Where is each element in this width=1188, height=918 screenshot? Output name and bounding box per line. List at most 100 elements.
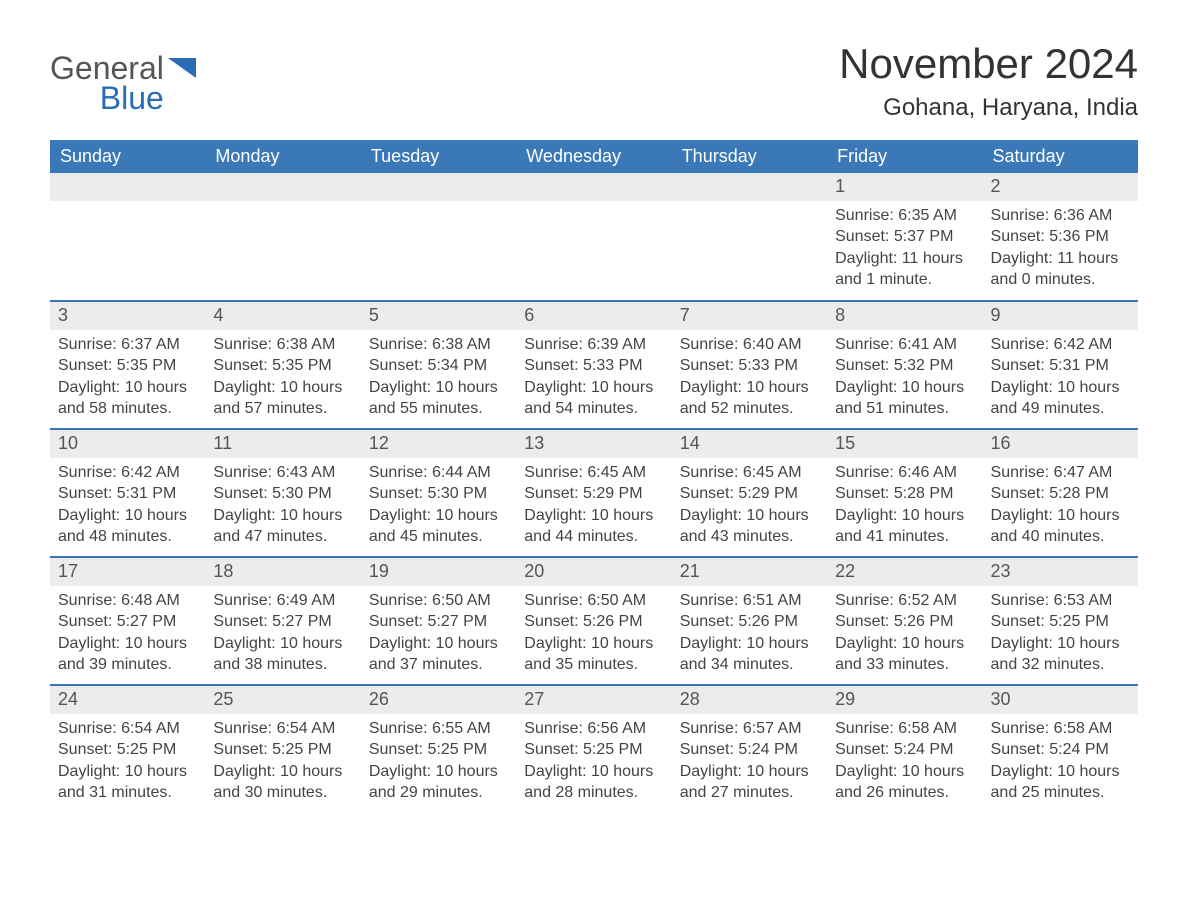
- sunrise-text: Sunrise: 6:45 AM: [680, 462, 819, 484]
- calendar-week-row: 24Sunrise: 6:54 AMSunset: 5:25 PMDayligh…: [50, 685, 1138, 813]
- sunset-text: Sunset: 5:24 PM: [991, 739, 1130, 761]
- sunset-text: Sunset: 5:32 PM: [835, 355, 974, 377]
- sunrise-text: Sunrise: 6:49 AM: [213, 590, 352, 612]
- day-number: 15: [827, 430, 982, 458]
- sunrise-text: Sunrise: 6:45 AM: [524, 462, 663, 484]
- sunrise-text: Sunrise: 6:36 AM: [991, 205, 1130, 227]
- sunrise-text: Sunrise: 6:58 AM: [835, 718, 974, 740]
- day-number: 20: [516, 558, 671, 586]
- sunset-text: Sunset: 5:24 PM: [835, 739, 974, 761]
- daylight-text: Daylight: 10 hours and 39 minutes.: [58, 633, 197, 676]
- daylight-text: Daylight: 10 hours and 41 minutes.: [835, 505, 974, 548]
- calendar-day-cell: 23Sunrise: 6:53 AMSunset: 5:25 PMDayligh…: [983, 557, 1138, 685]
- sunrise-text: Sunrise: 6:54 AM: [213, 718, 352, 740]
- day-number: 2: [983, 173, 1138, 201]
- calendar-day-cell: 3Sunrise: 6:37 AMSunset: 5:35 PMDaylight…: [50, 301, 205, 429]
- day-body: Sunrise: 6:58 AMSunset: 5:24 PMDaylight:…: [827, 714, 982, 810]
- day-number: 17: [50, 558, 205, 586]
- day-number: 11: [205, 430, 360, 458]
- calendar-day-cell: 24Sunrise: 6:54 AMSunset: 5:25 PMDayligh…: [50, 685, 205, 813]
- sunset-text: Sunset: 5:31 PM: [991, 355, 1130, 377]
- sunrise-text: Sunrise: 6:48 AM: [58, 590, 197, 612]
- sunset-text: Sunset: 5:26 PM: [835, 611, 974, 633]
- calendar-table: SundayMondayTuesdayWednesdayThursdayFrid…: [50, 140, 1138, 813]
- day-body: Sunrise: 6:38 AMSunset: 5:34 PMDaylight:…: [361, 330, 516, 426]
- daylight-text: Daylight: 10 hours and 38 minutes.: [213, 633, 352, 676]
- sunset-text: Sunset: 5:30 PM: [369, 483, 508, 505]
- daylight-text: Daylight: 10 hours and 49 minutes.: [991, 377, 1130, 420]
- day-number: 7: [672, 302, 827, 330]
- day-body: Sunrise: 6:41 AMSunset: 5:32 PMDaylight:…: [827, 330, 982, 426]
- day-number: 25: [205, 686, 360, 714]
- day-number: 9: [983, 302, 1138, 330]
- calendar-day-cell: 19Sunrise: 6:50 AMSunset: 5:27 PMDayligh…: [361, 557, 516, 685]
- day-number: 10: [50, 430, 205, 458]
- day-body: Sunrise: 6:45 AMSunset: 5:29 PMDaylight:…: [516, 458, 671, 554]
- sunrise-text: Sunrise: 6:46 AM: [835, 462, 974, 484]
- calendar-day-cell: 22Sunrise: 6:52 AMSunset: 5:26 PMDayligh…: [827, 557, 982, 685]
- calendar-day-cell: 21Sunrise: 6:51 AMSunset: 5:26 PMDayligh…: [672, 557, 827, 685]
- sunrise-text: Sunrise: 6:38 AM: [213, 334, 352, 356]
- sunrise-text: Sunrise: 6:38 AM: [369, 334, 508, 356]
- sunset-text: Sunset: 5:25 PM: [991, 611, 1130, 633]
- day-body: Sunrise: 6:54 AMSunset: 5:25 PMDaylight:…: [205, 714, 360, 810]
- day-body: Sunrise: 6:54 AMSunset: 5:25 PMDaylight:…: [50, 714, 205, 810]
- calendar-day-cell: 13Sunrise: 6:45 AMSunset: 5:29 PMDayligh…: [516, 429, 671, 557]
- sunset-text: Sunset: 5:35 PM: [213, 355, 352, 377]
- location-text: Gohana, Haryana, India: [839, 94, 1138, 122]
- calendar-day-cell: 18Sunrise: 6:49 AMSunset: 5:27 PMDayligh…: [205, 557, 360, 685]
- daylight-text: Daylight: 10 hours and 58 minutes.: [58, 377, 197, 420]
- day-body: Sunrise: 6:40 AMSunset: 5:33 PMDaylight:…: [672, 330, 827, 426]
- sunset-text: Sunset: 5:33 PM: [524, 355, 663, 377]
- sunset-text: Sunset: 5:27 PM: [369, 611, 508, 633]
- sunrise-text: Sunrise: 6:51 AM: [680, 590, 819, 612]
- month-title: November 2024: [839, 40, 1138, 88]
- sunrise-text: Sunrise: 6:43 AM: [213, 462, 352, 484]
- day-body: Sunrise: 6:52 AMSunset: 5:26 PMDaylight:…: [827, 586, 982, 682]
- daylight-text: Daylight: 10 hours and 57 minutes.: [213, 377, 352, 420]
- day-number: 12: [361, 430, 516, 458]
- day-body: Sunrise: 6:36 AMSunset: 5:36 PMDaylight:…: [983, 201, 1138, 297]
- sunrise-text: Sunrise: 6:37 AM: [58, 334, 197, 356]
- sunrise-text: Sunrise: 6:54 AM: [58, 718, 197, 740]
- daylight-text: Daylight: 10 hours and 47 minutes.: [213, 505, 352, 548]
- day-number: 3: [50, 302, 205, 330]
- calendar-day-cell: 10Sunrise: 6:42 AMSunset: 5:31 PMDayligh…: [50, 429, 205, 557]
- day-body: Sunrise: 6:51 AMSunset: 5:26 PMDaylight:…: [672, 586, 827, 682]
- sunset-text: Sunset: 5:26 PM: [680, 611, 819, 633]
- sunset-text: Sunset: 5:30 PM: [213, 483, 352, 505]
- sunrise-text: Sunrise: 6:55 AM: [369, 718, 508, 740]
- calendar-day-cell: 1Sunrise: 6:35 AMSunset: 5:37 PMDaylight…: [827, 173, 982, 301]
- day-body: Sunrise: 6:47 AMSunset: 5:28 PMDaylight:…: [983, 458, 1138, 554]
- day-body: Sunrise: 6:46 AMSunset: 5:28 PMDaylight:…: [827, 458, 982, 554]
- calendar-week-row: 3Sunrise: 6:37 AMSunset: 5:35 PMDaylight…: [50, 301, 1138, 429]
- day-number-bar: [205, 173, 360, 201]
- day-body: Sunrise: 6:56 AMSunset: 5:25 PMDaylight:…: [516, 714, 671, 810]
- day-number: 19: [361, 558, 516, 586]
- calendar-header-row: SundayMondayTuesdayWednesdayThursdayFrid…: [50, 140, 1138, 173]
- calendar-day-cell: 30Sunrise: 6:58 AMSunset: 5:24 PMDayligh…: [983, 685, 1138, 813]
- sunset-text: Sunset: 5:36 PM: [991, 226, 1130, 248]
- sunrise-text: Sunrise: 6:56 AM: [524, 718, 663, 740]
- page-header: General Blue November 2024 Gohana, Harya…: [50, 40, 1138, 122]
- title-block: November 2024 Gohana, Haryana, India: [839, 40, 1138, 122]
- calendar-day-cell: 12Sunrise: 6:44 AMSunset: 5:30 PMDayligh…: [361, 429, 516, 557]
- day-number: 29: [827, 686, 982, 714]
- sunset-text: Sunset: 5:28 PM: [991, 483, 1130, 505]
- sunset-text: Sunset: 5:25 PM: [58, 739, 197, 761]
- day-number: 16: [983, 430, 1138, 458]
- calendar-day-cell: 26Sunrise: 6:55 AMSunset: 5:25 PMDayligh…: [361, 685, 516, 813]
- daylight-text: Daylight: 11 hours and 1 minute.: [835, 248, 974, 291]
- day-body: Sunrise: 6:44 AMSunset: 5:30 PMDaylight:…: [361, 458, 516, 554]
- calendar-day-cell: 14Sunrise: 6:45 AMSunset: 5:29 PMDayligh…: [672, 429, 827, 557]
- day-number-bar: [50, 173, 205, 201]
- sunrise-text: Sunrise: 6:42 AM: [58, 462, 197, 484]
- day-body: Sunrise: 6:37 AMSunset: 5:35 PMDaylight:…: [50, 330, 205, 426]
- calendar-week-row: 1Sunrise: 6:35 AMSunset: 5:37 PMDaylight…: [50, 173, 1138, 301]
- day-body: Sunrise: 6:38 AMSunset: 5:35 PMDaylight:…: [205, 330, 360, 426]
- day-number: 6: [516, 302, 671, 330]
- daylight-text: Daylight: 10 hours and 29 minutes.: [369, 761, 508, 804]
- sunrise-text: Sunrise: 6:50 AM: [369, 590, 508, 612]
- calendar-day-cell: 2Sunrise: 6:36 AMSunset: 5:36 PMDaylight…: [983, 173, 1138, 301]
- day-body: Sunrise: 6:48 AMSunset: 5:27 PMDaylight:…: [50, 586, 205, 682]
